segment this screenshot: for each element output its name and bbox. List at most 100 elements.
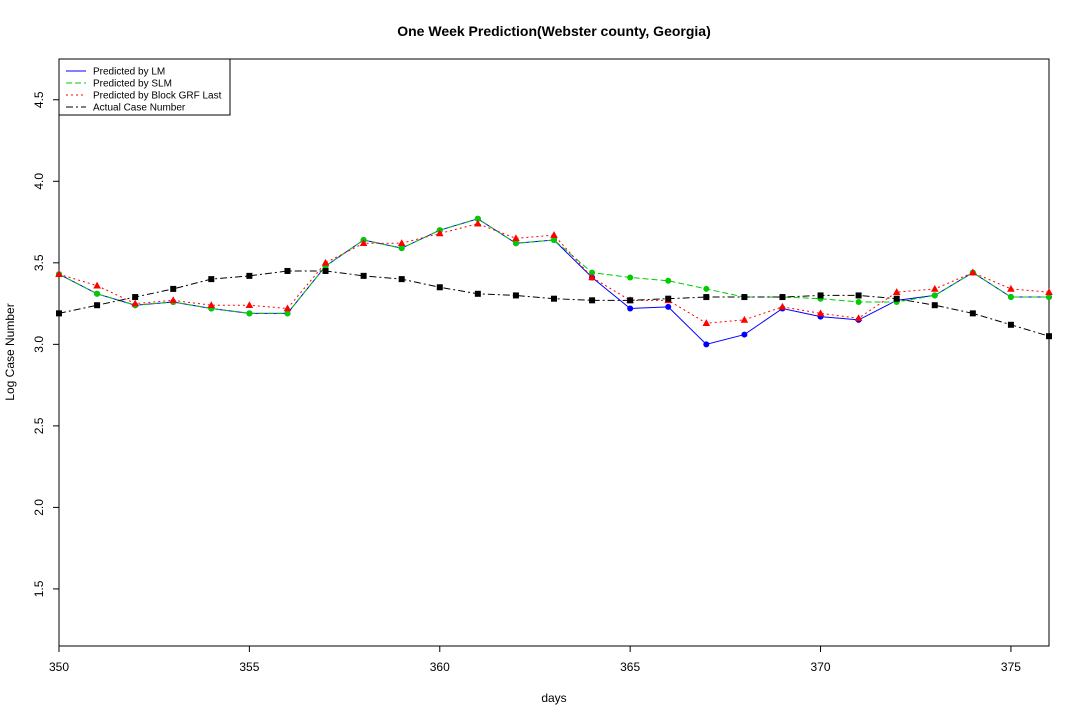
legend-box [58,58,231,116]
data-point [398,276,405,283]
data-point [702,319,711,326]
data-point [207,301,216,309]
data-point [930,284,939,292]
data-point [1007,294,1014,301]
data-point [246,310,253,317]
data-point [588,273,596,281]
plot-frame [58,58,1050,647]
data-point [94,302,101,309]
data-point [551,295,557,302]
data-point [284,267,291,274]
data-point [855,298,862,305]
data-point [779,294,786,301]
y-tick-label: 3.0 [32,336,46,353]
data-point [740,315,749,323]
y-tick-label: 4.5 [32,91,46,108]
y-axis-label: Log Case Number [3,303,17,400]
series-2 [55,219,1053,326]
data-point [665,295,672,302]
data-point [1007,284,1015,292]
data-point [131,299,139,307]
data-point [360,272,367,279]
data-point [246,272,253,279]
x-tick-label: 370 [811,660,831,674]
legend-label: Predicted by LM [93,67,165,78]
data-point [474,219,482,227]
data-point [1045,288,1053,295]
data-point [321,258,330,266]
y-tick-label: 1.5 [32,580,46,597]
data-point [931,292,938,299]
chart-title: One Week Prediction(Webster county, Geor… [397,23,711,39]
data-point [665,277,672,284]
data-point [893,295,900,302]
data-point [665,303,672,310]
data-point [703,285,710,292]
data-point [93,281,101,289]
data-point [627,297,634,304]
x-tick-label: 365 [620,660,640,674]
data-point [589,269,596,276]
data-point [816,309,825,317]
data-point [855,292,862,299]
data-point [589,297,596,304]
data-point [741,294,748,301]
legend-label: Predicted by SLM [93,79,172,90]
data-point [322,267,329,274]
data-point [283,304,292,312]
x-tick-label: 350 [49,660,69,674]
x-axis: 350 355 360 365 370 375 [49,646,1021,674]
series-line [58,223,1050,324]
data-point [398,245,405,252]
data-point [359,239,368,247]
data-point [132,294,139,301]
data-point [170,285,177,292]
data-point [55,270,63,278]
data-point [397,239,406,247]
y-tick-label: 2.5 [32,417,46,434]
data-point [56,310,62,317]
y-axis: 1.5 2.0 2.5 3.0 3.5 4.0 4.5 [32,91,59,597]
data-point [1007,321,1014,328]
y-tick-label: 4.0 [32,173,46,190]
series-layer [55,215,1053,348]
data-point [512,292,519,299]
data-point [512,240,519,247]
series-1 [56,215,1052,317]
x-tick-label: 360 [430,660,450,674]
data-point [94,290,101,297]
x-axis-label: days [541,691,566,705]
legend-label: Predicted by Block GRF Last [93,91,222,102]
data-point [741,331,748,338]
data-point [284,310,291,317]
data-point [703,294,710,301]
data-point [969,310,976,317]
data-point [1046,333,1052,340]
legend-label: Actual Case Number [93,103,186,114]
data-point [245,301,254,309]
data-point [435,229,444,237]
data-point [208,276,215,283]
series-3 [56,267,1052,340]
data-point [512,234,520,242]
data-point [550,231,558,238]
data-point [436,284,443,291]
series-line [58,218,1049,314]
data-point [778,302,787,310]
data-point [703,341,710,348]
y-tick-label: 2.0 [32,499,46,516]
data-point [474,215,481,222]
data-point [854,314,863,322]
series-line [58,270,1050,337]
data-point [551,236,557,243]
data-point [969,268,977,276]
x-tick-label: 375 [1001,660,1021,674]
y-tick-label: 3.5 [32,254,46,271]
data-point [931,302,938,309]
data-point [892,288,901,295]
data-point [817,292,824,299]
data-point [627,274,634,281]
x-tick-label: 355 [239,660,259,674]
